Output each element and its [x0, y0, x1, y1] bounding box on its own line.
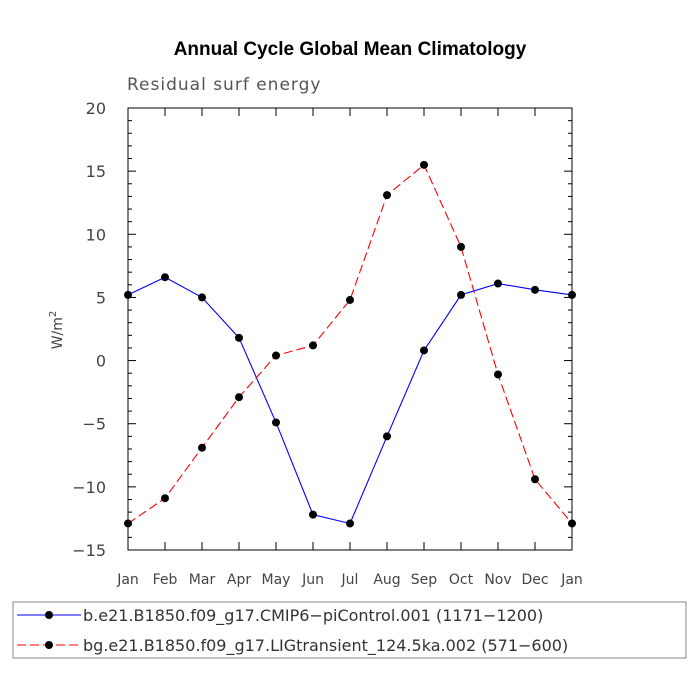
series-1-line [127, 276, 573, 525]
plot-frame [127, 107, 573, 551]
series-1-point [309, 510, 317, 519]
y-tick-label: 5 [96, 288, 106, 307]
series-2-point [272, 351, 280, 360]
x-tick-label: Aug [373, 572, 400, 588]
y-axis-label-exponent: 2 [48, 311, 59, 317]
legend-label-1: b.e21.B1850.f09_g17.CMIP6−piControl.001 … [83, 606, 543, 626]
y-tick-label: 0 [96, 352, 106, 371]
x-tick-label: Feb [153, 572, 178, 588]
chart-subtitle: Residual surf energy [127, 75, 321, 95]
x-tick-label: Dec [521, 572, 548, 588]
y-tick-label: 20 [86, 99, 106, 118]
series-layer [124, 160, 576, 528]
x-tick-label: Nov [484, 572, 511, 588]
x-tick-label: May [262, 572, 291, 588]
series-2-point [383, 191, 391, 200]
legend-label-2: bg.e21.B1850.f09_g17.LIGtransient_124.5k… [83, 636, 568, 656]
x-tick-label: Apr [227, 572, 251, 588]
chart-title: Annual Cycle Global Mean Climatology [174, 39, 527, 60]
x-tick-label: Sep [411, 572, 438, 588]
series-1-point [346, 519, 354, 528]
y-tick-label: −10 [72, 478, 106, 497]
series-1-point [198, 293, 206, 302]
series-2-point [457, 242, 465, 251]
legend-items: b.e21.B1850.f09_g17.CMIP6−piControl.001 … [17, 606, 568, 656]
series-2-point [531, 475, 539, 484]
series-1-point [383, 432, 391, 441]
series-2-point [309, 341, 317, 350]
x-tick-label: Jul [341, 572, 359, 588]
x-tick-label: Mar [189, 572, 216, 588]
y-axis-ticks: −15 −10 −5 0 5 10 15 20 [72, 99, 572, 560]
y-tick-label: −5 [82, 415, 106, 434]
series-2-point [235, 393, 243, 402]
series-2-point [494, 370, 502, 379]
series-2-point [346, 295, 354, 304]
legend: b.e21.B1850.f09_g17.CMIP6−piControl.001 … [12, 601, 687, 659]
series-1-point [494, 279, 502, 288]
series-2-point [420, 160, 428, 169]
series-2-point [161, 494, 169, 503]
x-tick-label: Jun [301, 572, 324, 588]
x-tick-label: Jan [560, 572, 583, 588]
legend-box [12, 601, 687, 659]
series-1-point [420, 346, 428, 355]
series-1-point [531, 285, 539, 294]
legend-marker-1 [45, 611, 53, 619]
series-1-point [235, 333, 243, 342]
series-1-point [457, 290, 465, 299]
series-2-point [198, 443, 206, 452]
series-1-point [272, 418, 280, 427]
y-axis-label-unit: W/m [50, 317, 66, 349]
y-tick-label: 15 [86, 162, 106, 181]
x-axis-ticks: Jan Feb Mar Apr May Jun Jul Aug Sep Oct Nov Dec Jan [116, 108, 583, 588]
y-tick-label: 10 [86, 225, 106, 244]
y-tick-label: −15 [72, 541, 106, 560]
series-1-point [161, 273, 169, 282]
y-axis-label: W/m2 [48, 311, 66, 350]
series-2-line [127, 163, 573, 524]
legend-marker-2 [45, 641, 53, 649]
x-tick-label: Jan [116, 572, 139, 588]
x-tick-label: Oct [449, 572, 474, 588]
